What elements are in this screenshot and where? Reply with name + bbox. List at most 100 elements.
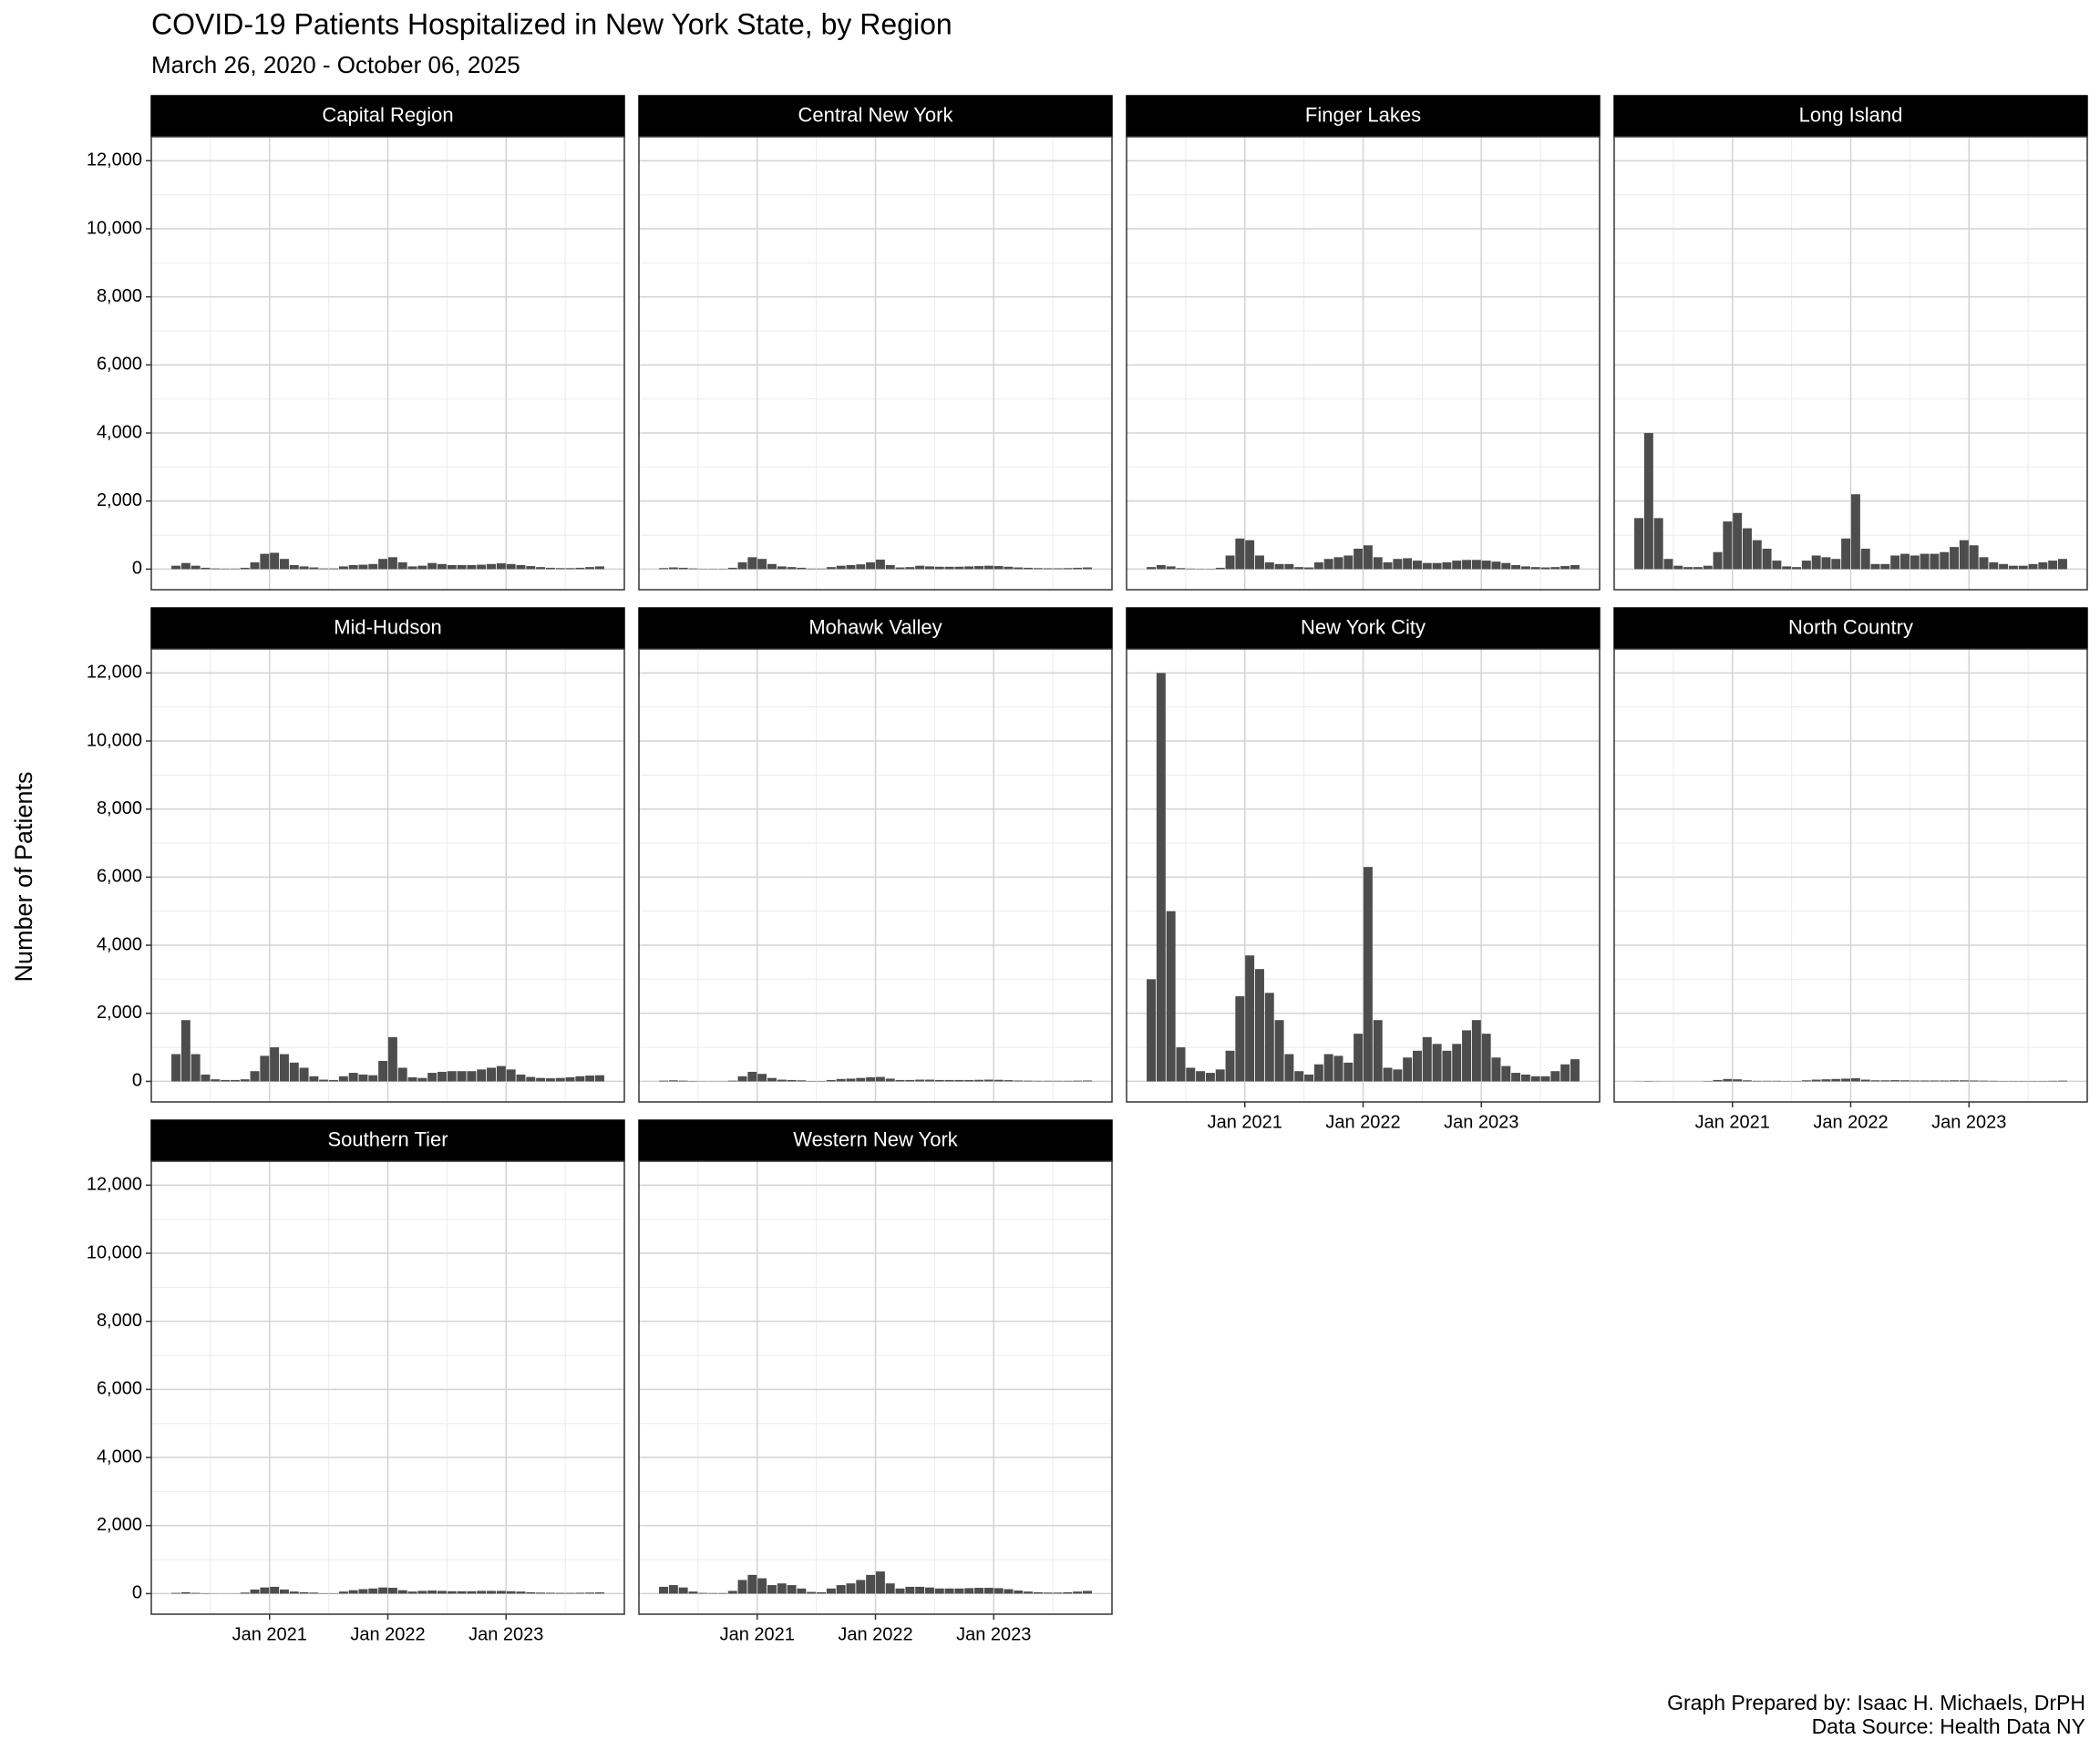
- bar: [260, 553, 270, 570]
- bar: [536, 1077, 546, 1082]
- bar: [230, 1079, 240, 1082]
- bar: [1024, 1591, 1034, 1594]
- bar: [526, 566, 536, 570]
- bar: [885, 1078, 895, 1082]
- bar: [1940, 1080, 1950, 1082]
- bar: [387, 1036, 397, 1082]
- bar: [1501, 1065, 1511, 1082]
- bar: [1383, 1067, 1393, 1082]
- bar: [1442, 1050, 1452, 1082]
- strip-label: Central New York: [798, 103, 954, 126]
- bar: [1481, 561, 1491, 570]
- bar: [1550, 1071, 1560, 1082]
- bar: [1043, 1592, 1053, 1594]
- bar: [1363, 545, 1373, 570]
- bar: [1033, 1080, 1043, 1082]
- bar: [1254, 969, 1264, 1082]
- bar: [190, 1592, 201, 1594]
- bar: [1870, 563, 1880, 570]
- y-tick-label: 2,000: [97, 1003, 142, 1023]
- bar: [993, 1588, 1004, 1594]
- bar: [1004, 1080, 1014, 1082]
- bar: [1821, 1079, 1831, 1082]
- x-tick-label: Jan 2021: [1208, 1112, 1282, 1132]
- bar: [1520, 1074, 1530, 1082]
- bar: [1772, 1080, 1782, 1082]
- bar: [565, 1592, 575, 1594]
- bar: [279, 1589, 289, 1594]
- bar: [974, 1079, 984, 1082]
- bar: [309, 1592, 319, 1594]
- bar: [1910, 555, 1920, 570]
- bar: [319, 1079, 329, 1082]
- bar: [427, 1073, 438, 1082]
- bar: [467, 1071, 477, 1082]
- bar: [1422, 562, 1432, 570]
- bar: [555, 1592, 565, 1594]
- bar: [250, 1589, 260, 1594]
- bar: [1024, 1080, 1034, 1082]
- bar: [1930, 1080, 1940, 1082]
- bar: [230, 568, 240, 570]
- bar: [201, 567, 211, 570]
- bar: [190, 1054, 201, 1082]
- bar: [1890, 555, 1900, 570]
- bar: [915, 565, 925, 570]
- bar: [668, 567, 678, 570]
- bar: [585, 567, 595, 570]
- bar: [299, 1591, 309, 1594]
- bar: [221, 568, 231, 570]
- bar: [885, 1583, 895, 1594]
- bar: [1004, 566, 1014, 570]
- bar: [1920, 553, 1930, 570]
- bar: [944, 1588, 954, 1594]
- bar: [180, 562, 190, 570]
- bar: [407, 1076, 417, 1082]
- bar: [1762, 549, 1772, 570]
- bar: [934, 1588, 944, 1594]
- bar: [954, 1588, 964, 1594]
- bar: [1860, 549, 1870, 570]
- bar: [797, 1080, 807, 1082]
- x-tick-label: Jan 2023: [956, 1624, 1031, 1644]
- bar: [397, 1067, 407, 1082]
- bar: [1462, 1030, 1472, 1082]
- strip: [1613, 95, 2088, 138]
- bar: [338, 1076, 348, 1082]
- y-tick-label: 12,000: [87, 663, 142, 683]
- bar: [358, 1074, 368, 1082]
- strip: [638, 95, 1113, 138]
- bar: [659, 1586, 669, 1594]
- bar: [2057, 1080, 2067, 1082]
- bar: [1841, 1078, 1851, 1082]
- bar: [1560, 1064, 1570, 1082]
- bar: [1989, 1080, 1999, 1082]
- bar: [678, 1587, 688, 1594]
- bar: [1176, 1047, 1186, 1082]
- bar: [299, 566, 309, 570]
- strip-label: New York City: [1301, 615, 1426, 638]
- bar: [1683, 567, 1693, 570]
- x-tick-label: Jan 2021: [232, 1624, 307, 1644]
- bar: [1033, 1591, 1043, 1594]
- bar: [866, 1076, 876, 1082]
- bar: [594, 566, 604, 570]
- bar: [565, 1076, 575, 1082]
- bar: [1403, 558, 1413, 570]
- bar: [1313, 1064, 1323, 1082]
- bar: [1284, 563, 1294, 570]
- bar: [180, 1591, 190, 1594]
- bar: [506, 1069, 516, 1082]
- bar: [856, 564, 866, 570]
- bar: [1850, 494, 1860, 570]
- bar: [1890, 1080, 1900, 1082]
- bar: [1147, 979, 1157, 1082]
- bar: [368, 1075, 378, 1082]
- bar: [787, 567, 797, 570]
- bar: [1880, 1080, 1890, 1082]
- panel-border: [638, 648, 1113, 1103]
- bar: [1354, 549, 1364, 570]
- bar: [1673, 565, 1683, 570]
- bar: [1530, 1076, 1540, 1082]
